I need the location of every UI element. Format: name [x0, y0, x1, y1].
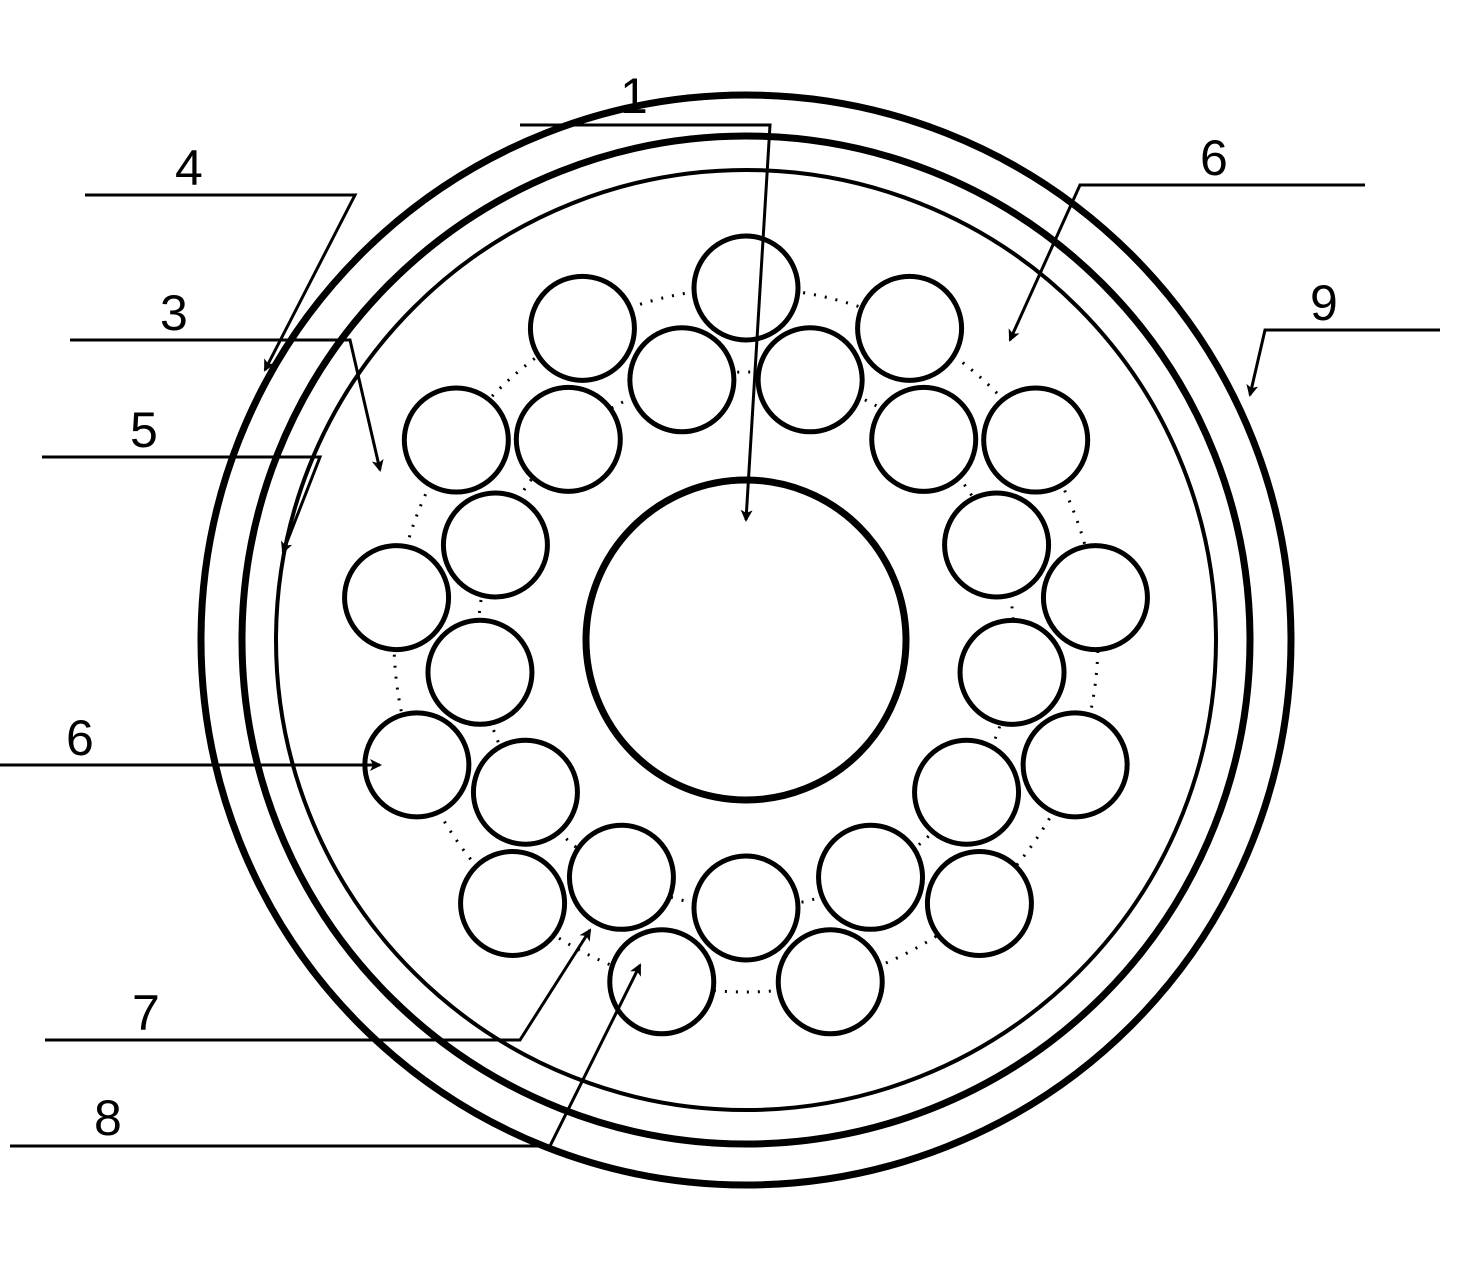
small-circle-outer-5 [927, 851, 1031, 955]
label-text-5: 5 [130, 402, 158, 458]
small-circle-inner-1 [872, 387, 976, 491]
small-circle-inner-2 [945, 493, 1049, 597]
label-text-6L: 6 [66, 710, 94, 766]
label-leader-8 [118, 965, 640, 1146]
small-circle-inner-5 [819, 825, 923, 929]
small-circle-inner-9 [428, 620, 532, 724]
small-circle-outer-4 [1023, 713, 1127, 817]
label-text-6R: 6 [1200, 130, 1228, 186]
small-circle-outer-7 [610, 930, 714, 1034]
core-circle [586, 480, 906, 800]
label-text-7: 7 [132, 985, 160, 1041]
small-circle-inner-0 [758, 328, 862, 432]
small-circle-outer-3 [1043, 546, 1147, 650]
small-circle-outer-1 [858, 276, 962, 380]
center-core [586, 480, 906, 800]
small-circle-outer-12 [530, 276, 634, 380]
label-text-4: 4 [175, 140, 203, 196]
small-circle-outer-10 [345, 546, 449, 650]
small-circle-outer-6 [778, 930, 882, 1034]
small-circle-outer-0 [694, 236, 798, 340]
small-circle-outer-2 [984, 388, 1088, 492]
label-text-3: 3 [160, 285, 188, 341]
small-circle-outer-9 [365, 713, 469, 817]
label-text-1: 1 [620, 68, 648, 124]
small-circle-inner-4 [915, 740, 1019, 844]
label-text-8: 8 [94, 1090, 122, 1146]
small-circle-outer-11 [404, 388, 508, 492]
diagram-canvas: 1 4 3 5 6 78 6 9 [0, 0, 1466, 1264]
small-circle-inner-12 [630, 328, 734, 432]
small-circle-inner-7 [569, 825, 673, 929]
label-text-9: 9 [1310, 275, 1338, 331]
small-circle-inner-10 [443, 493, 547, 597]
label-leader-9 [1250, 330, 1335, 395]
small-circle-inner-6 [694, 856, 798, 960]
small-circle-outer-8 [461, 851, 565, 955]
small-circle-inner-11 [516, 387, 620, 491]
small-circle-inner-3 [960, 620, 1064, 724]
small-circle-inner-8 [473, 740, 577, 844]
